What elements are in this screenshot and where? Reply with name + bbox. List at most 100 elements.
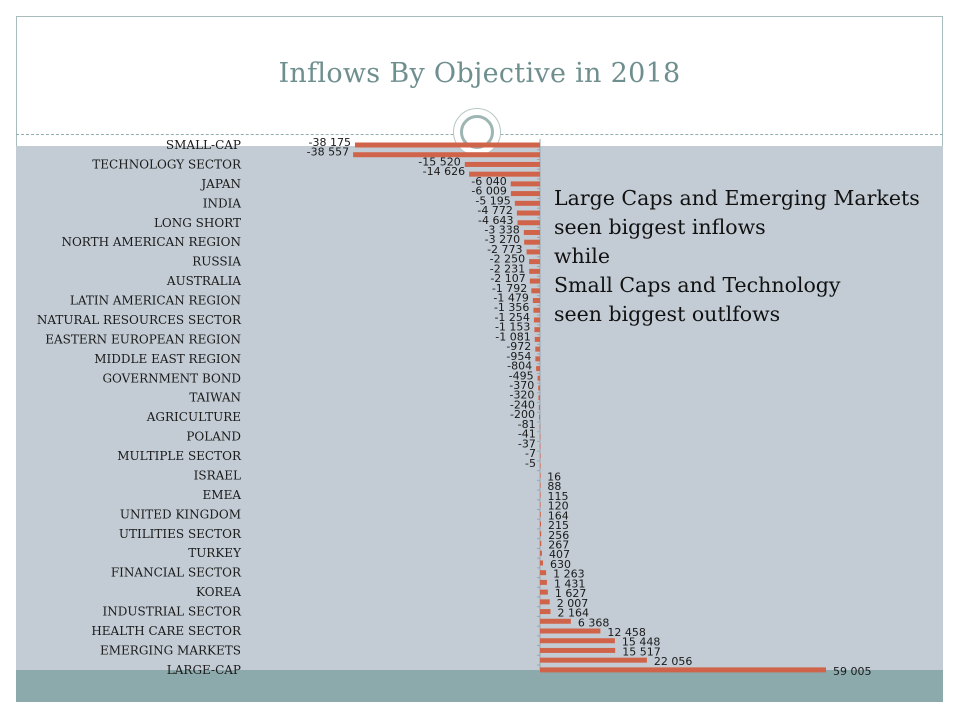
data-label: -7 [525,447,536,460]
bar [533,317,540,323]
bar [535,346,540,352]
data-label: -240 [510,398,535,411]
data-label: 6 368 [578,616,610,629]
data-label: -370 [509,379,534,392]
bar [534,327,540,333]
data-label: -972 [506,340,531,353]
bar [540,609,551,615]
data-label: -495 [509,369,534,382]
category-label: AUSTRALIA [166,274,241,288]
bars-layer [353,142,826,673]
category-label: LONG SHORT [154,216,241,230]
bar [469,171,540,177]
data-label: -1 792 [492,282,527,295]
data-label: -5 195 [475,194,510,207]
bar [539,424,541,430]
annotation-line: Large Caps and Emerging Markets [554,186,920,210]
bar [540,541,542,547]
bar [540,472,541,478]
category-label: ISRAEL [194,468,241,482]
bar [539,463,541,469]
data-label: -2 773 [487,243,522,256]
bar [536,366,540,372]
bar [540,511,541,517]
bar [540,531,542,537]
data-label: -954 [506,350,531,363]
bar [526,249,540,255]
category-label: JAPAN [199,177,241,191]
bar [524,239,540,245]
data-label: -15 520 [418,155,460,168]
category-label: POLAND [186,430,241,444]
data-label: 256 [548,529,569,542]
bar [540,560,544,566]
bar [540,482,541,488]
data-label: -3 338 [484,223,519,236]
data-label: 15 517 [622,645,661,658]
bar [510,181,540,187]
data-label: 12 458 [607,626,646,639]
category-label: LATIN AMERICAN REGION [70,294,241,308]
data-label: -200 [510,408,535,421]
category-label: SMALL-CAP [166,138,241,152]
data-label: 88 [547,480,561,493]
data-label: -320 [509,389,534,402]
category-label: MULTIPLE SECTOR [117,449,242,463]
data-label: -6 009 [471,185,506,198]
bar [539,443,541,449]
bar [540,521,542,527]
annotation-line: Small Caps and Technology [554,273,841,297]
bar [540,550,542,556]
bar [535,356,540,362]
data-label: -6 040 [471,175,506,188]
slide-title: Inflows By Objective in 2018 [278,58,681,89]
bar [516,210,540,216]
category-label: NORTH AMERICAN REGION [61,235,241,249]
bar [523,229,540,235]
data-label: -804 [507,360,532,373]
bar [540,570,547,576]
annotation-line: while [554,244,610,268]
bar [464,161,540,167]
bar [540,492,541,498]
bar [534,336,540,342]
category-label: RUSSIA [192,255,241,269]
bar [540,667,826,673]
bar [529,278,540,284]
data-label: 2 164 [557,607,589,620]
data-label: 1 263 [553,568,585,581]
data-label: 1 431 [554,577,586,590]
data-label: -2 231 [490,262,525,275]
data-label: -3 270 [485,233,520,246]
data-label: -1 254 [494,311,529,324]
bar [540,638,615,644]
labels-layer: -38 175 SMALL-CAP -38 557 -15 520 TECHNOLOGY… [37,136,872,678]
bar [540,628,601,634]
data-label: 2 007 [557,597,589,610]
bar [540,579,547,585]
data-label: -4 643 [478,214,513,227]
bar [354,142,540,148]
data-label: 407 [549,548,570,561]
data-label: -81 [518,418,536,431]
data-label: 267 [548,539,569,552]
category-label: INDUSTRIAL SECTOR [103,605,242,619]
data-label: -1 153 [495,321,530,334]
bar [531,288,540,294]
category-label: EMERGING MARKETS [100,643,241,657]
annotation-line: seen biggest inflows [554,215,766,239]
category-label: UTILITIES SECTOR [119,527,242,541]
annotation-line: seen biggest outlfows [554,302,781,326]
data-label: -41 [518,428,536,441]
category-label: TECHNOLOGY SECTOR [92,157,242,171]
chart-panel [16,146,943,670]
data-label: -38 557 [307,146,349,159]
bar [510,191,540,197]
bar [537,375,540,381]
data-label: -1 081 [495,330,530,343]
data-label: 215 [548,519,569,532]
bar [540,618,571,624]
category-label: GOVERNMENT BOND [102,371,241,385]
bar [539,414,540,420]
